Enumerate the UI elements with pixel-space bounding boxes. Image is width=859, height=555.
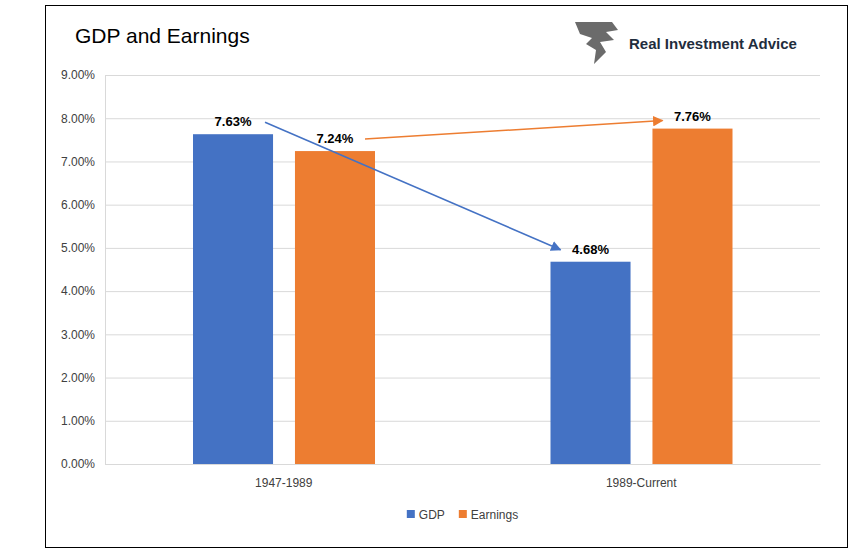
arrow <box>365 121 663 139</box>
y-tick: 2.00% <box>61 371 105 385</box>
x-tick: 1947-1989 <box>255 464 313 490</box>
y-tick: 5.00% <box>61 241 105 255</box>
y-tick-label: 4.00% <box>61 284 95 298</box>
legend-swatch <box>407 510 415 518</box>
y-tick: 0.00% <box>61 457 105 471</box>
legend-swatch <box>459 510 467 518</box>
logo: Real Investment Advice <box>575 22 797 64</box>
x-axis: 1947-1989 1989-Current <box>106 464 821 490</box>
arrow <box>265 122 560 250</box>
bar <box>193 134 273 464</box>
legend-item: Earnings <box>459 508 518 522</box>
y-tick-label: 1.00% <box>61 414 95 428</box>
grid-line <box>105 75 820 76</box>
y-tick-label: 9.00% <box>61 68 95 82</box>
legend: GDP Earnings <box>407 508 518 522</box>
y-tick: 6.00% <box>61 198 105 212</box>
data-label: 4.68% <box>572 242 609 257</box>
x-tick: 1989-Current <box>606 464 677 490</box>
data-label: 7.76% <box>674 109 711 124</box>
logo-icon <box>575 22 618 64</box>
legend-label: Earnings <box>471 508 518 522</box>
y-tick: 1.00% <box>61 414 105 428</box>
y-axis: 0.00% 1.00% 2.00% 3.00% 4.00% 5.00% 6.00% 7.00%… <box>61 68 106 471</box>
y-tick-label: 7.00% <box>61 155 95 169</box>
bar <box>295 151 375 464</box>
title: GDP and Earnings <box>75 24 250 47</box>
y-tick: 9.00% <box>61 68 105 82</box>
y-tick-label: 8.00% <box>61 112 95 126</box>
bar <box>652 129 732 464</box>
x-tick-label: 1989-Current <box>606 476 677 490</box>
y-tick: 8.00% <box>61 112 105 126</box>
bar <box>551 262 631 464</box>
y-tick: 3.00% <box>61 328 105 342</box>
arrows <box>265 121 662 250</box>
y-axis-line <box>105 76 106 465</box>
grid-line <box>105 118 820 119</box>
grid <box>105 76 820 465</box>
y-tick-label: 5.00% <box>61 241 95 255</box>
grid-line <box>105 464 820 465</box>
bars <box>193 129 733 464</box>
y-tick-label: 0.00% <box>61 457 95 471</box>
y-tick-label: 2.00% <box>61 371 95 385</box>
y-tick-label: 6.00% <box>61 198 95 212</box>
y-tick: 4.00% <box>61 284 105 298</box>
y-tick-label: 3.00% <box>61 328 95 342</box>
data-label: 7.63% <box>215 114 252 129</box>
chart: GDP and Earnings Real Investment Advice 0.… <box>0 0 859 555</box>
y-tick: 7.00% <box>61 155 105 169</box>
frame <box>46 6 848 548</box>
logo-text: Real Investment Advice <box>629 35 797 52</box>
x-tick-label: 1947-1989 <box>255 476 313 490</box>
legend-label: GDP <box>419 508 445 522</box>
data-labels: 7.63% 4.68% 7.24% 7.76% <box>215 109 712 257</box>
legend-item: GDP <box>407 508 445 522</box>
x-axis-line <box>106 464 821 465</box>
data-label: 7.24% <box>317 131 354 146</box>
